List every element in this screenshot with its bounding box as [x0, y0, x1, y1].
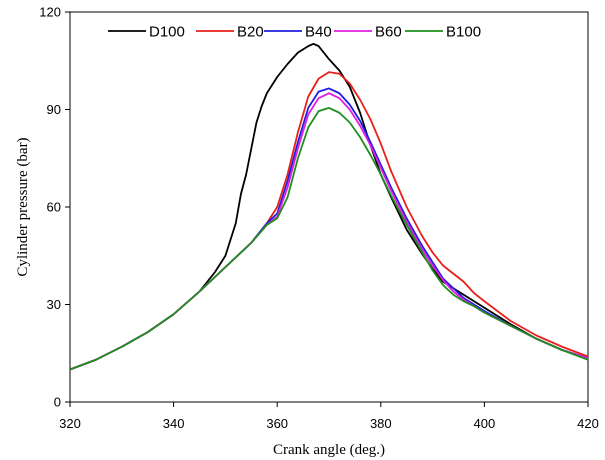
y-tick-label: 0	[54, 395, 61, 410]
y-tick-label: 120	[39, 5, 61, 20]
axes-layer: 320 340 360 380 400 420 0 30 60 90 120	[39, 5, 599, 432]
legend-label-b40: B40	[305, 24, 332, 41]
legend-label-b60: B60	[375, 24, 402, 41]
x-tick-label: 320	[59, 416, 81, 431]
plot-frame	[69, 11, 589, 403]
x-tick-label: 400	[474, 416, 496, 431]
legend-label-b20: B20	[237, 24, 264, 41]
y-tick-label: 90	[47, 102, 61, 117]
plot-area	[69, 11, 589, 403]
legend-label-b100: B100	[446, 24, 481, 41]
legend: D100 B20 B40 B60 B100	[108, 24, 481, 41]
x-tick-label: 340	[163, 416, 185, 431]
series-line-b60	[70, 92, 588, 371]
x-tick-label: 420	[577, 416, 599, 431]
series-line-b40	[70, 87, 588, 371]
y-tick-label: 60	[47, 200, 61, 215]
x-tick-label: 380	[370, 416, 392, 431]
series-layer	[70, 42, 588, 371]
x-tick-label: 360	[266, 416, 288, 431]
legend-label-d100: D100	[149, 24, 185, 41]
y-tick-label: 30	[47, 297, 61, 312]
x-axis-title: Crank angle (deg.)	[273, 442, 385, 458]
y-axis-title: Cylinder pressure (bar)	[15, 137, 31, 276]
series-line-b100	[70, 106, 588, 371]
